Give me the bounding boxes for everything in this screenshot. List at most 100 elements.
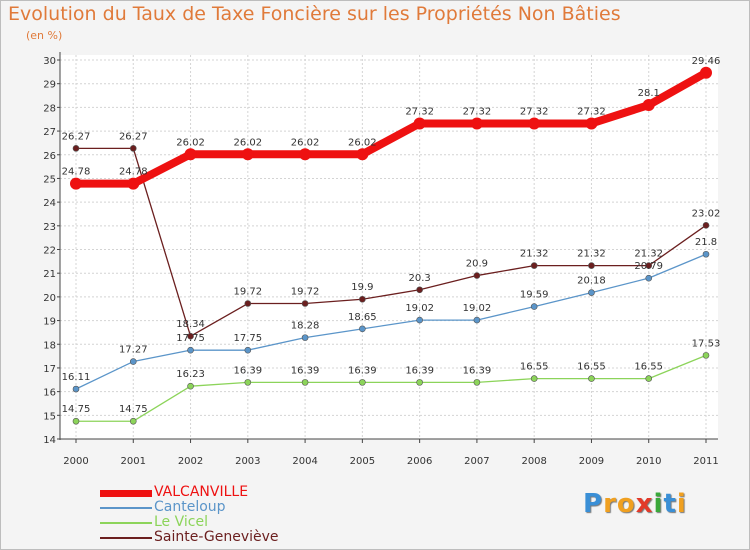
legend-swatch-valcanville [100,490,152,497]
data-label: 29.46 [692,56,721,67]
data-label: 19.59 [520,290,549,301]
data-label: 16.39 [233,365,262,376]
data-point [301,300,309,307]
y-tick-label: 28 [43,103,56,114]
data-point [127,177,140,190]
data-label: 27.32 [577,106,606,117]
data-point [70,177,82,190]
y-tick-label: 21 [43,269,56,280]
data-point [187,332,194,340]
data-label: 19.9 [351,282,373,293]
data-label: 19.02 [405,303,434,314]
data-point [187,346,194,354]
x-tick-label: 2010 [636,456,661,467]
proxiti-logo: Proxiti [583,489,687,519]
data-point [356,148,369,161]
y-tick-label: 29 [43,80,56,91]
data-label: 26.27 [119,131,148,142]
data-point [299,148,312,161]
data-point [241,148,254,161]
data-label: 24.78 [62,167,91,178]
series-line-valcanville [72,68,710,188]
x-tick-label: 2002 [178,456,203,467]
y-tick-label: 18 [43,340,56,351]
data-label: 19.72 [233,287,262,298]
y-tick-label: 23 [43,222,56,233]
data-point [72,417,80,425]
data-label: 21.32 [520,249,549,260]
y-axis-unit: (en %) [26,29,63,42]
data-label: 17.53 [692,338,721,349]
y-tick-label: 25 [43,174,56,185]
x-tick-label: 2008 [521,456,546,467]
x-tick-label: 2011 [693,456,718,467]
data-point [244,300,252,307]
y-tick-label: 14 [43,435,56,446]
logo-letter: o [616,489,636,519]
data-point [413,117,426,130]
data-point [301,379,309,386]
data-label: 19.02 [463,303,492,314]
data-label: 18.28 [291,321,320,332]
data-label: 16.39 [291,365,320,376]
data-label: 21.32 [577,249,606,260]
data-label: 16.55 [577,362,606,373]
data-point [530,303,538,310]
legend-label-sainte-genevieve: Sainte-Geneviève [154,529,279,545]
data-label: 26.02 [291,137,320,148]
logo-letter: i [653,489,664,519]
data-point [473,379,481,386]
series-line-le-vicel [75,354,707,422]
data-point [301,334,309,341]
legend-label-valcanville: VALCANVILLE [154,484,249,500]
data-point [700,66,712,79]
data-label: 26.02 [176,137,205,148]
legend-label-le-vicel: Le Vicel [154,514,208,530]
data-point [702,222,710,229]
data-point [129,358,137,365]
data-point [530,375,538,382]
legend-swatch-sainte-genevieve [100,537,152,539]
data-label: 20.18 [577,276,606,287]
data-label: 20.79 [634,261,663,272]
data-point [530,262,538,269]
y-tick-label: 22 [43,246,56,257]
data-point [187,382,194,390]
legend-swatch-le-vicel [100,522,152,524]
data-point [473,272,481,279]
data-label: 20.3 [409,273,431,284]
data-point [588,289,595,296]
data-point [585,117,598,130]
data-label: 16.23 [176,369,205,380]
data-point [702,250,710,258]
y-tick-label: 27 [43,127,56,138]
y-tick-label: 20 [43,293,56,304]
logo-letter: P [583,489,604,519]
data-point [588,375,595,382]
data-point [645,262,653,269]
data-label: 21.32 [634,249,663,260]
y-tick-label: 15 [43,411,56,422]
y-tick-label: 19 [43,317,56,328]
data-point [129,417,137,425]
data-point [528,117,541,130]
y-tick-label: 16 [43,388,56,399]
data-point [359,295,366,303]
data-point [244,379,252,386]
data-point [645,274,653,282]
data-point [129,145,137,152]
logo-letter: x [635,489,654,519]
data-point [72,145,80,152]
data-point [588,262,595,269]
data-label: 17.75 [176,333,205,344]
x-tick-label: 2009 [579,456,604,467]
data-point [416,379,423,386]
data-point [184,148,197,161]
data-point [416,316,423,324]
x-tick-label: 2003 [235,456,260,467]
data-label: 14.75 [62,404,91,415]
data-point [359,379,366,386]
data-point [359,325,366,333]
data-point [416,286,423,294]
